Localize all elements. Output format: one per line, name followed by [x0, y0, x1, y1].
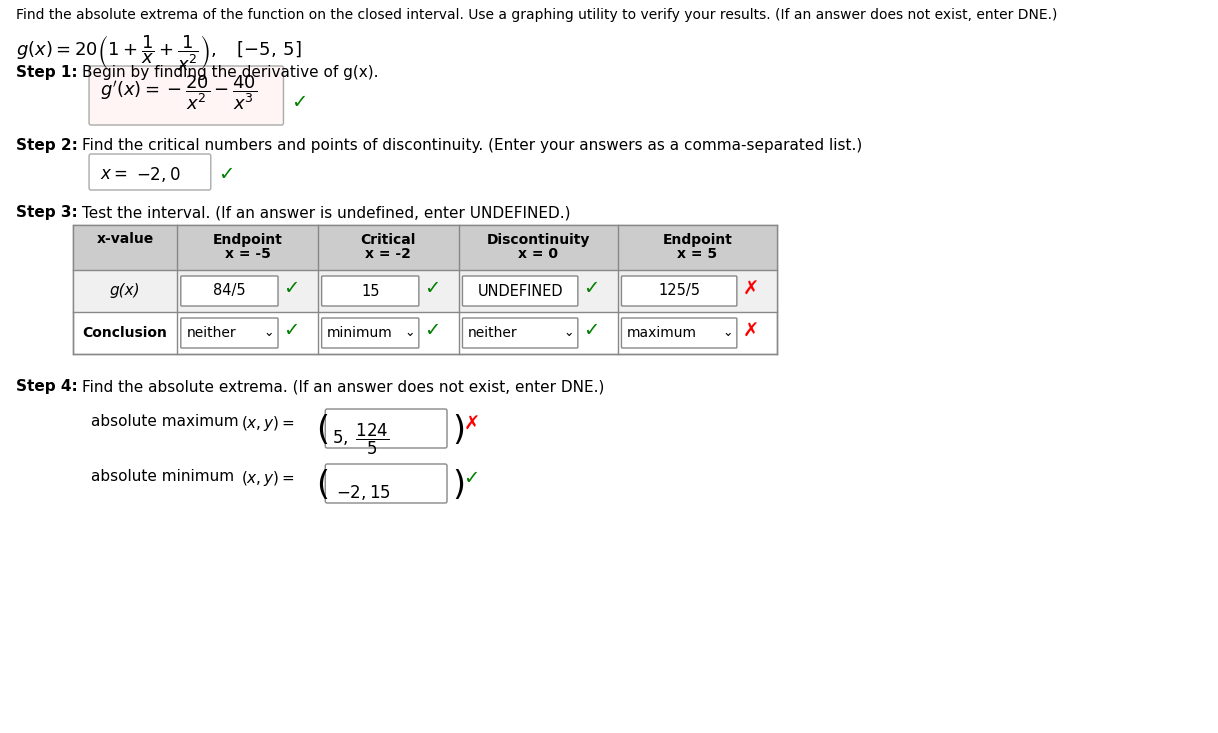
- Text: ✓: ✓: [583, 322, 599, 341]
- Text: Discontinuity: Discontinuity: [487, 233, 590, 247]
- FancyBboxPatch shape: [89, 154, 211, 190]
- FancyBboxPatch shape: [325, 464, 447, 503]
- Text: ⌄: ⌄: [263, 326, 274, 339]
- Text: Critical: Critical: [361, 233, 417, 247]
- Text: ⌄: ⌄: [722, 326, 733, 339]
- Text: ✓: ✓: [424, 279, 441, 298]
- Text: Find the critical numbers and points of discontinuity. (Enter your answers as a : Find the critical numbers and points of …: [82, 138, 862, 153]
- FancyBboxPatch shape: [322, 276, 419, 306]
- Text: ✗: ✗: [742, 322, 759, 341]
- Text: $x = $: $x = $: [100, 165, 128, 183]
- FancyBboxPatch shape: [89, 66, 284, 125]
- Text: ✓: ✓: [218, 166, 234, 185]
- FancyBboxPatch shape: [463, 276, 577, 306]
- Bar: [73, 225, 777, 270]
- Text: ✓: ✓: [424, 322, 441, 341]
- Text: $-2, 15$: $-2, 15$: [336, 483, 391, 502]
- Text: x = 0: x = 0: [519, 247, 558, 261]
- Text: Find the absolute extrema. (If an answer does not exist, enter DNE.): Find the absolute extrema. (If an answer…: [82, 379, 604, 394]
- Text: x = -2: x = -2: [365, 247, 412, 261]
- FancyBboxPatch shape: [322, 318, 419, 348]
- Text: $5, \;\dfrac{124}{5}$: $5, \;\dfrac{124}{5}$: [331, 422, 389, 457]
- FancyBboxPatch shape: [621, 276, 737, 306]
- FancyBboxPatch shape: [463, 318, 577, 348]
- Text: Endpoint: Endpoint: [213, 233, 283, 247]
- Text: ✗: ✗: [742, 279, 759, 298]
- Text: (: (: [317, 469, 329, 502]
- FancyBboxPatch shape: [325, 409, 447, 448]
- Text: 125/5: 125/5: [658, 284, 700, 298]
- Text: (: (: [317, 414, 329, 447]
- Text: $g'(x) = -\dfrac{20}{x^2} - \dfrac{40}{x^3}$: $g'(x) = -\dfrac{20}{x^2} - \dfrac{40}{x…: [100, 73, 257, 111]
- Text: $g(x) = 20\left(1 + \dfrac{1}{x} + \dfrac{1}{x^2}\right), \quad [-5,\,5]$: $g(x) = 20\left(1 + \dfrac{1}{x} + \dfra…: [16, 33, 302, 72]
- FancyBboxPatch shape: [621, 318, 737, 348]
- Text: ✓: ✓: [291, 94, 307, 112]
- Text: 15: 15: [361, 284, 380, 298]
- Text: ⌄: ⌄: [404, 326, 415, 339]
- Text: ): ): [452, 469, 465, 502]
- Text: ✗: ✗: [463, 414, 480, 433]
- Text: Conclusion: Conclusion: [83, 326, 167, 340]
- Text: neither: neither: [186, 326, 236, 340]
- Text: Begin by finding the derivative of g(x).: Begin by finding the derivative of g(x).: [82, 65, 379, 80]
- Text: Step 4:: Step 4:: [16, 379, 78, 394]
- FancyBboxPatch shape: [180, 276, 278, 306]
- Text: Step 3:: Step 3:: [16, 205, 78, 220]
- Text: Step 2:: Step 2:: [16, 138, 78, 153]
- Text: ✓: ✓: [284, 322, 300, 341]
- Text: $(x, y) =$: $(x, y) =$: [241, 414, 295, 433]
- Text: ✓: ✓: [284, 279, 300, 298]
- Bar: [73, 270, 777, 312]
- Text: g(x): g(x): [110, 284, 140, 298]
- Text: absolute minimum: absolute minimum: [91, 469, 234, 484]
- Text: neither: neither: [468, 326, 518, 340]
- Text: ⌄: ⌄: [563, 326, 574, 339]
- Text: Endpoint: Endpoint: [663, 233, 732, 247]
- Text: x = -5: x = -5: [224, 247, 270, 261]
- Text: Step 1:: Step 1:: [16, 65, 78, 80]
- Text: maximum: maximum: [627, 326, 697, 340]
- Text: ): ): [452, 414, 465, 447]
- Text: x-value: x-value: [96, 232, 153, 246]
- FancyBboxPatch shape: [180, 318, 278, 348]
- Text: ✓: ✓: [583, 279, 599, 298]
- Text: $(x, y) =$: $(x, y) =$: [241, 469, 295, 488]
- Text: ✓: ✓: [463, 470, 480, 488]
- Text: 84/5: 84/5: [213, 284, 246, 298]
- Text: x = 5: x = 5: [677, 247, 717, 261]
- Bar: [73, 225, 777, 354]
- Text: absolute maximum: absolute maximum: [91, 414, 239, 429]
- Text: Test the interval. (If an answer is undefined, enter UNDEFINED.): Test the interval. (If an answer is unde…: [82, 205, 570, 220]
- Text: Find the absolute extrema of the function on the closed interval. Use a graphing: Find the absolute extrema of the functio…: [16, 8, 1057, 22]
- Text: minimum: minimum: [328, 326, 393, 340]
- Text: UNDEFINED: UNDEFINED: [477, 284, 563, 298]
- Text: $-2, 0$: $-2, 0$: [136, 165, 180, 184]
